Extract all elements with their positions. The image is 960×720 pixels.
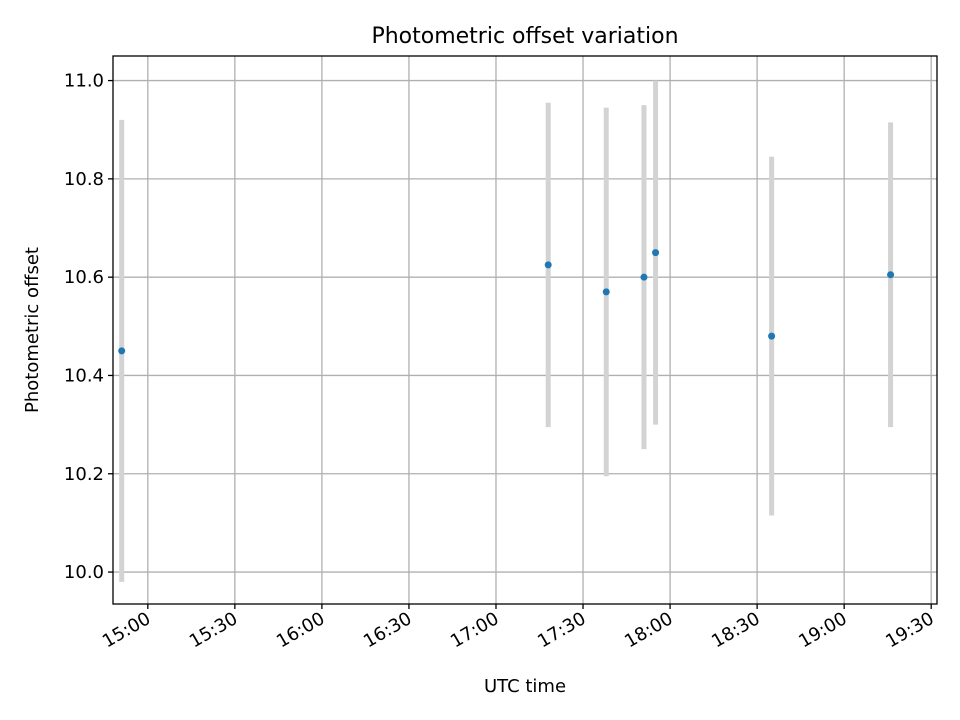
grid bbox=[113, 56, 937, 604]
y-tick-label: 10.8 bbox=[64, 169, 104, 190]
data-points bbox=[118, 249, 895, 355]
y-tick-label: 10.6 bbox=[64, 267, 104, 288]
data-point bbox=[544, 261, 552, 269]
y-axis-title: Photometric offset bbox=[22, 247, 43, 413]
y-tick-label: 10.4 bbox=[64, 365, 104, 386]
chart-title: Photometric offset variation bbox=[371, 24, 678, 49]
data-point bbox=[887, 271, 895, 279]
data-point bbox=[118, 347, 126, 355]
y-tick-label: 11.0 bbox=[64, 71, 104, 92]
data-point bbox=[652, 249, 660, 257]
y-tick-label: 10.2 bbox=[64, 464, 104, 485]
data-point bbox=[640, 273, 648, 281]
data-point bbox=[602, 288, 610, 296]
y-tick-label: 10.0 bbox=[64, 562, 104, 583]
x-axis-title: UTC time bbox=[484, 676, 566, 697]
data-point bbox=[768, 332, 776, 340]
axes-frame bbox=[112, 55, 938, 605]
